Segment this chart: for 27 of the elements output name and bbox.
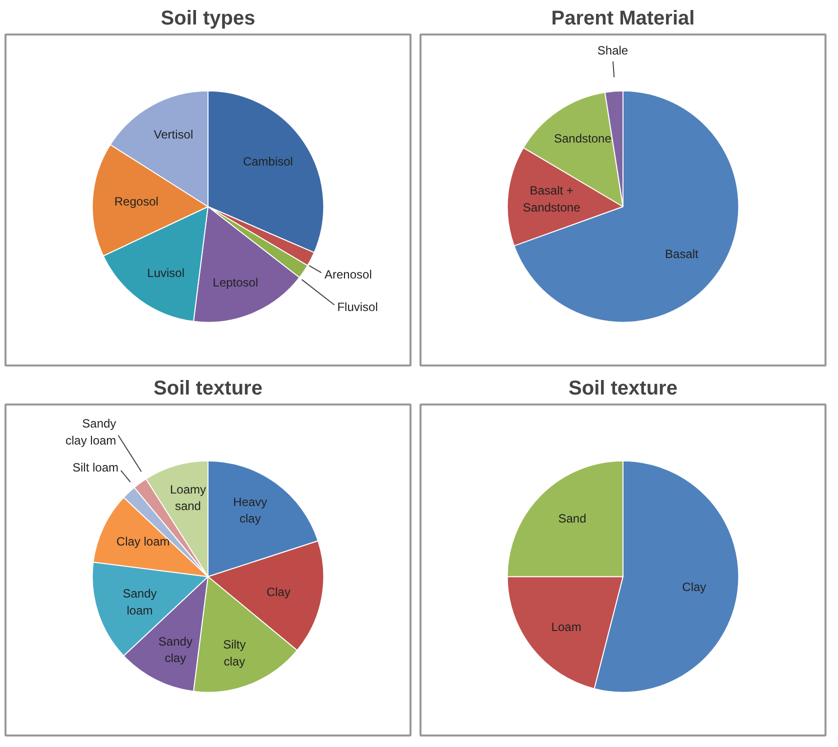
- slice-label: Basalt: [665, 246, 700, 261]
- slice-label: Arenosol: [324, 268, 372, 282]
- slice-label: Sandy loam: [122, 586, 157, 618]
- chart-title: Soil texture: [568, 378, 678, 400]
- slice-label: Fluvisol: [337, 300, 378, 314]
- slice-label: Regosol: [114, 194, 158, 208]
- slice-label: Silt loam: [72, 460, 118, 475]
- slice-label: Clay loam: [116, 534, 170, 549]
- slice-label: Basalt + Sandstone: [522, 183, 581, 214]
- slice-label: Shale: [597, 43, 628, 58]
- slice-label: Luvisol: [147, 266, 185, 280]
- slice-label: Sandstone: [554, 132, 612, 146]
- slice-label: Clay: [266, 585, 290, 599]
- slice-label: Vertisol: [154, 128, 194, 142]
- slice-label: Loam: [551, 620, 582, 634]
- slice-label: Heavy clay: [233, 494, 268, 526]
- slice-label: Clay: [682, 580, 706, 594]
- slice-label: Leptosol: [212, 275, 258, 290]
- slice-label: Sand: [558, 512, 586, 526]
- slice-label: Loamy sand: [170, 482, 206, 514]
- chart-title: Parent Material: [551, 8, 695, 30]
- chart-title: Soil texture: [154, 378, 262, 400]
- slice-label: Cambisol: [242, 154, 293, 169]
- slice-label: Sandy clay: [158, 634, 192, 666]
- slice-label: Sandy clay loam: [65, 416, 116, 448]
- slice-label: Silty clay: [223, 638, 246, 668]
- chart-title: Soil types: [160, 8, 256, 30]
